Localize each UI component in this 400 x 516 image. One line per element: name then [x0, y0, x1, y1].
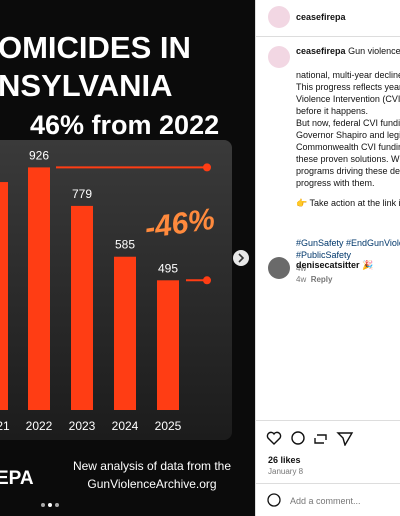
reply-link[interactable]: Reply	[310, 275, 333, 284]
bar	[28, 167, 50, 410]
comment-time: 4w	[296, 275, 307, 284]
bar	[114, 256, 136, 410]
caption-first: ceasefirepa Gun violence i	[296, 46, 400, 56]
next-icon	[238, 253, 245, 263]
caption-line: Commonwealth CVI fundin	[296, 142, 400, 152]
likes[interactable]: 26 likes	[268, 455, 301, 465]
x-label: 21	[0, 419, 10, 433]
divider	[256, 483, 400, 484]
subtitle: 46% from 2022	[30, 110, 219, 140]
comment-input[interactable]: Add a comment...	[290, 496, 361, 506]
dot	[41, 503, 45, 507]
sidebar: ceasefirepa ceasefirepa Gun violence i n…	[255, 0, 400, 516]
x-label: 2022	[26, 419, 53, 433]
dot	[55, 503, 59, 507]
date: January 8	[268, 467, 304, 476]
share-icon[interactable]	[336, 432, 354, 446]
bar	[71, 205, 93, 410]
divider	[256, 420, 400, 421]
value-label: 779	[72, 187, 92, 201]
caption-text: Gun violence i	[348, 46, 400, 56]
comment-user[interactable]: denisecatsitter	[296, 260, 360, 270]
comment-text: 🎉	[362, 260, 374, 270]
caption-line: national, multi-year decline	[296, 70, 400, 80]
caption-line: 👉 Take action at the link i	[296, 198, 400, 208]
divider	[256, 36, 400, 37]
caption-time: 4w	[296, 264, 307, 273]
logo-text: EPA	[0, 468, 34, 489]
caption-line: progress with them.	[296, 178, 375, 188]
username[interactable]: ceasefirepa	[296, 12, 346, 22]
x-label: 2025	[155, 419, 182, 433]
avatar	[268, 257, 290, 279]
hashtags[interactable]: #PublicSafety	[296, 250, 352, 260]
action-icons	[266, 431, 354, 446]
title-line: NSYLVANIA	[0, 68, 173, 103]
dot	[48, 503, 52, 507]
bar	[0, 182, 8, 410]
chart-graphic: OMICIDES IN NSYLVANIA 46% from 2022 21 92…	[0, 30, 249, 507]
caption-line: programs driving these dec	[296, 166, 400, 176]
caption-line: This progress reflects year	[296, 82, 400, 92]
next-button[interactable]	[233, 250, 249, 266]
hashtags[interactable]: #GunSafety #EndGunViole	[296, 238, 400, 248]
avatar	[268, 6, 290, 28]
comment-meta: 4w Reply	[296, 275, 332, 284]
title-line: OMICIDES IN	[0, 30, 191, 65]
x-label: 2023	[69, 419, 96, 433]
reference-dot	[203, 276, 211, 285]
comment-icon[interactable]	[291, 431, 305, 445]
value-label: 585	[115, 238, 135, 252]
bar	[157, 280, 179, 410]
like-icon[interactable]	[266, 431, 282, 445]
repost-icon[interactable]	[314, 434, 327, 444]
caption-line: But now, federal CVI fundin	[296, 118, 400, 128]
footer-line: GunViolenceArchive.org	[87, 477, 216, 491]
emoji-icon[interactable]	[266, 492, 282, 508]
x-label: 2024	[112, 419, 139, 433]
caption-user[interactable]: ceasefirepa	[296, 46, 346, 56]
caption-line: before it happens.	[296, 106, 369, 116]
post-image: OMICIDES IN NSYLVANIA 46% from 2022 21 92…	[0, 0, 255, 516]
value-label: 495	[158, 261, 178, 275]
caption-line: these proven solutions. Wi	[296, 154, 400, 164]
value-label: 926	[29, 148, 49, 162]
reference-dot	[203, 163, 211, 172]
footer-line: New analysis of data from the	[73, 459, 231, 473]
comment: denisecatsitter 🎉	[296, 260, 373, 271]
caption-line: Violence Intervention (CVI)	[296, 94, 400, 104]
caption-line: Governor Shapiro and legis	[296, 130, 400, 140]
avatar	[268, 46, 290, 68]
